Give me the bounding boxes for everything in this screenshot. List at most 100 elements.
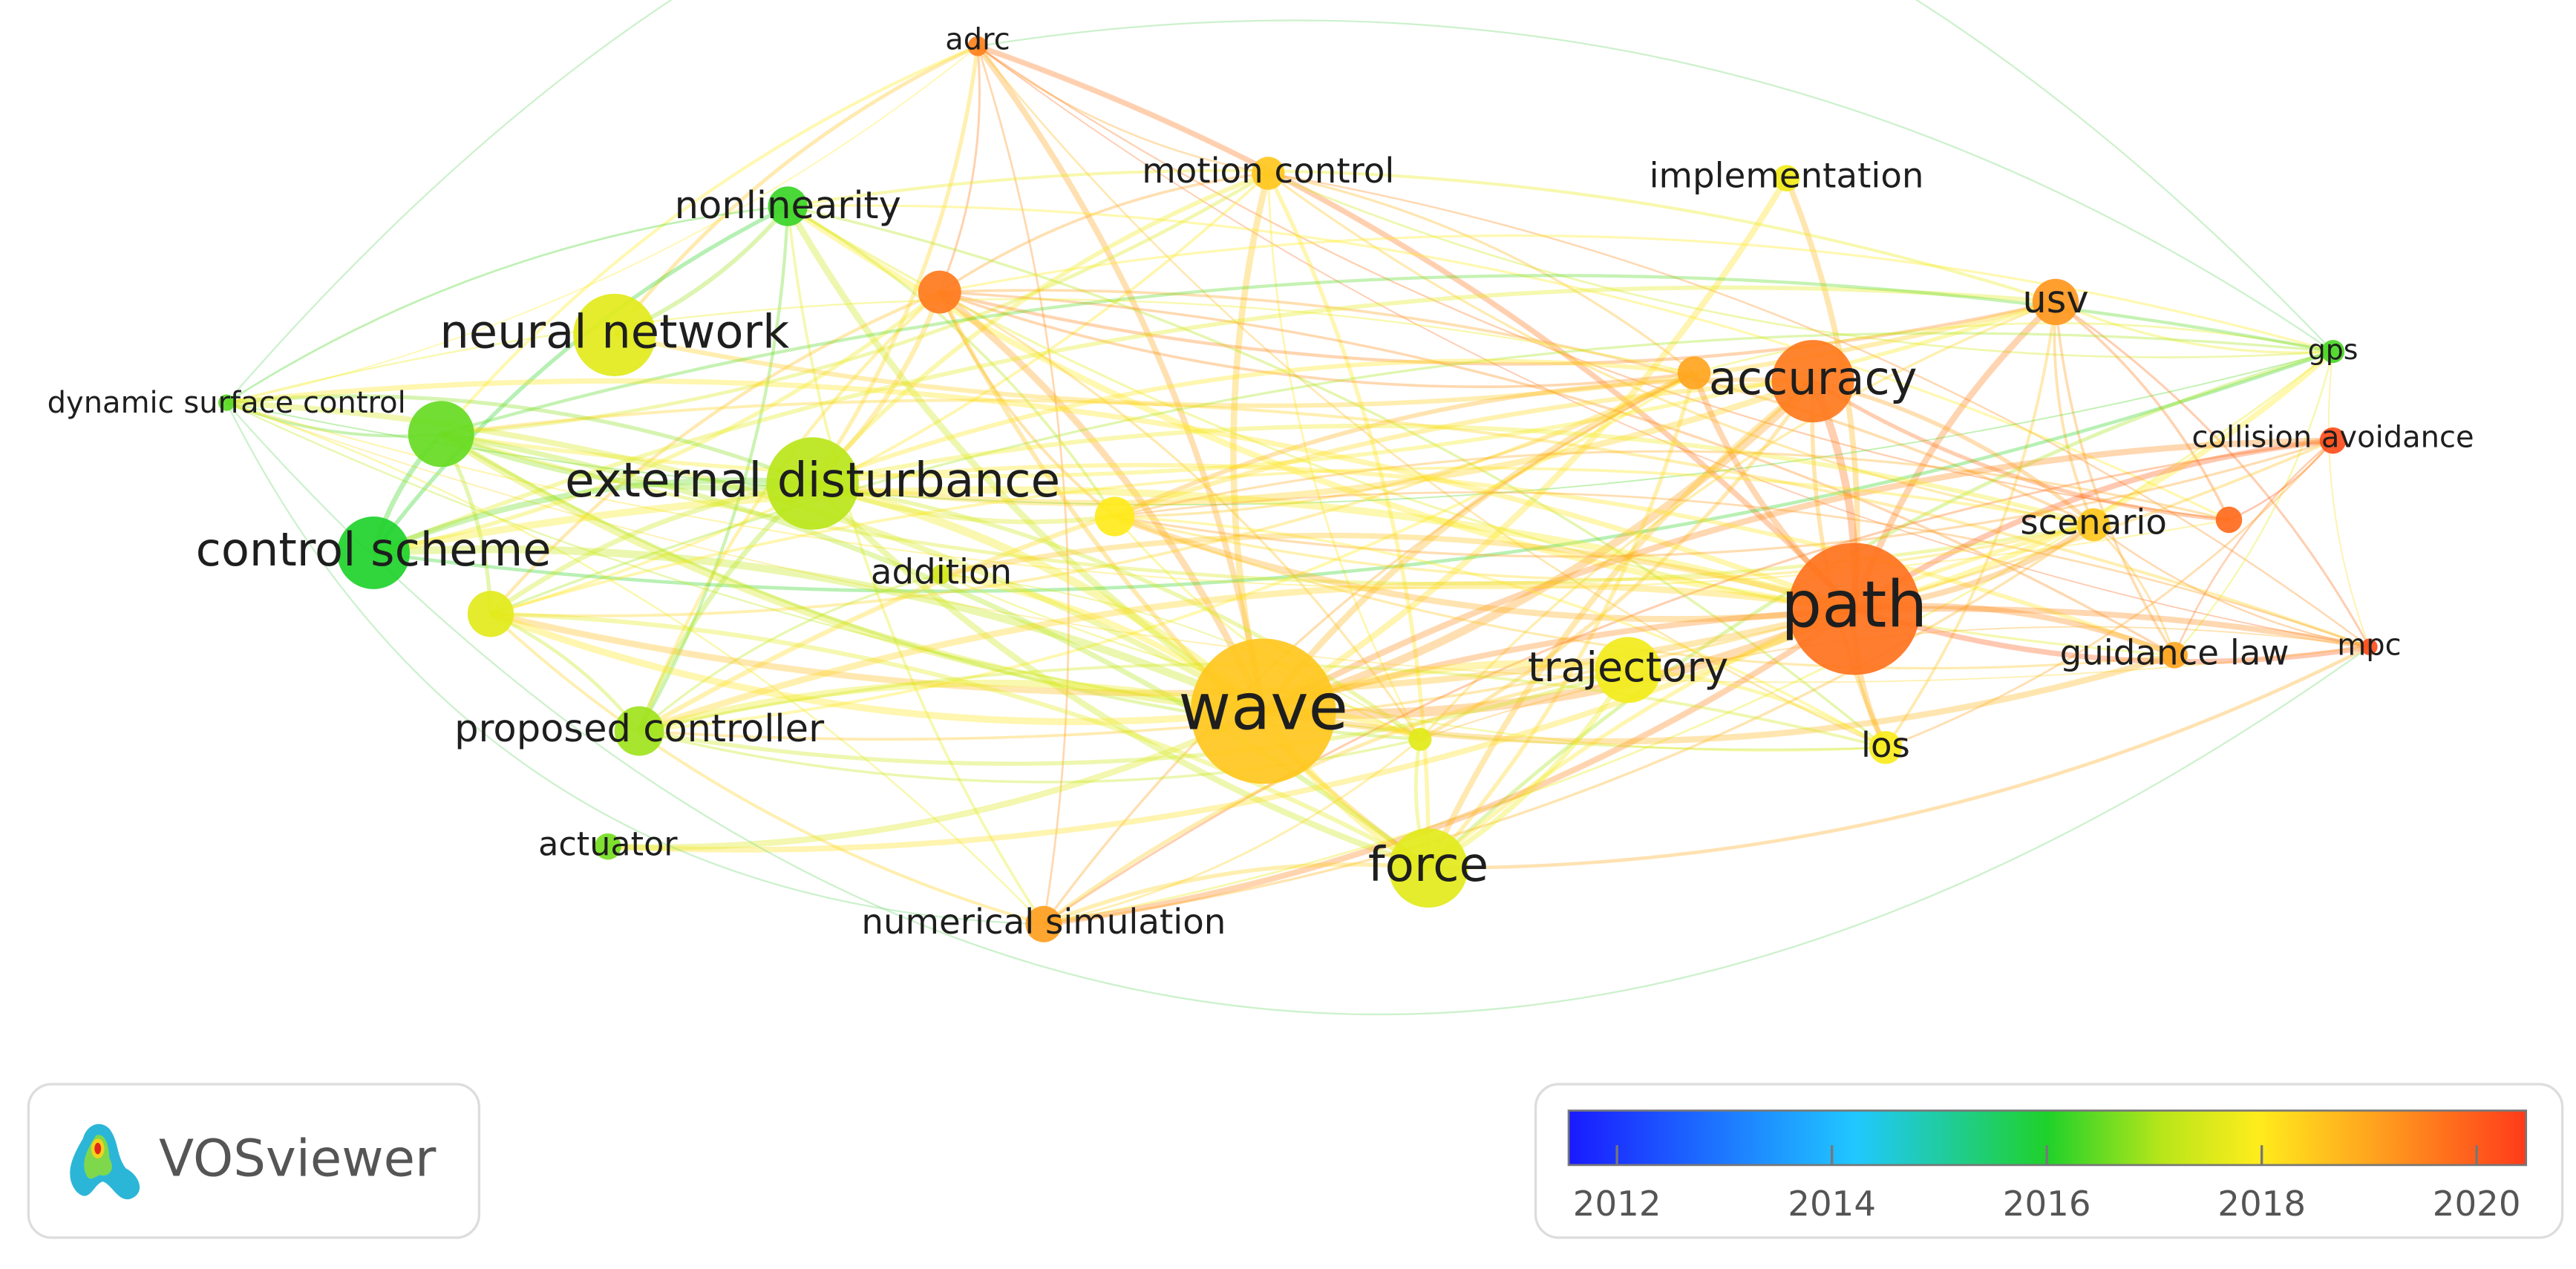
node-label: trajectory (1528, 643, 1728, 692)
edge (1114, 515, 1886, 749)
edge (489, 481, 814, 616)
edge (226, 350, 2333, 506)
colorbar: 2012 2014 2016 2018 2020 (1567, 1109, 2528, 1224)
node-label: path (1781, 568, 1927, 642)
edge (1627, 668, 1887, 750)
logo-icon (70, 1124, 140, 1200)
node (931, 564, 952, 585)
edge (812, 481, 1422, 741)
edge (373, 350, 2334, 593)
node (1788, 542, 1920, 675)
edge (1043, 523, 2095, 925)
colorbar-tick-label: 2020 (2433, 1184, 2521, 1224)
node (595, 833, 621, 860)
node-label: wave (1178, 670, 1348, 744)
edge (441, 399, 2370, 649)
edge (226, 401, 1045, 925)
node (1190, 638, 1336, 784)
edge (226, 402, 1044, 925)
edge (1114, 514, 1855, 623)
edge (226, 399, 1265, 714)
edge (1812, 378, 2095, 527)
node-label: neural network (439, 304, 789, 358)
edge (373, 285, 2056, 555)
colorbar-tick-label: 2014 (1788, 1184, 1876, 1224)
edge (1884, 301, 2057, 749)
edge (786, 206, 1045, 925)
edge (1853, 349, 2335, 612)
logo-text: VOSviewer (159, 1129, 437, 1189)
edge (607, 606, 1856, 853)
node-label: addition (871, 552, 1012, 592)
edge (1043, 738, 1421, 925)
node-label: external disturbance (565, 453, 1060, 508)
edge (226, 378, 1855, 611)
colorbar-tick-label: 2018 (2217, 1184, 2306, 1224)
edge (811, 479, 1266, 715)
edge (1261, 370, 1696, 714)
node-label: collision avoidance (2192, 420, 2474, 454)
edge (1043, 606, 1857, 928)
edge (1114, 491, 2370, 648)
edge (787, 205, 2175, 657)
edge (811, 423, 2094, 528)
edge (638, 206, 790, 732)
edge (810, 481, 1430, 871)
edge (2228, 439, 2334, 521)
edge (2054, 301, 2231, 521)
edge (1042, 862, 1429, 926)
edge (939, 234, 2334, 353)
edge (785, 204, 1266, 715)
node (467, 591, 514, 637)
node (1595, 637, 1661, 704)
node-label: nonlinearity (675, 184, 901, 228)
edge (1043, 439, 2333, 925)
node (1388, 828, 1468, 908)
edge (977, 45, 2370, 648)
node-label: actuator (538, 826, 678, 864)
edge (1261, 177, 1790, 714)
node (1025, 905, 1062, 942)
edge (1852, 437, 2333, 611)
edge (1263, 604, 1857, 719)
edge (490, 611, 1430, 870)
edge (975, 44, 1266, 712)
node (1773, 165, 1800, 191)
edge (489, 612, 1045, 926)
edge (1427, 522, 2094, 870)
edge (787, 205, 1117, 518)
edge (226, 0, 2334, 404)
edge (938, 46, 981, 293)
edge (787, 168, 2056, 304)
edge (490, 172, 1269, 616)
edge (812, 462, 2176, 658)
node (2361, 638, 2378, 655)
edge (638, 581, 1855, 735)
edge (977, 19, 2334, 352)
edge (638, 668, 1629, 766)
edge (1267, 172, 2094, 526)
edge (1268, 172, 2370, 648)
node (2076, 508, 2111, 542)
edge (1426, 372, 1696, 870)
edge (941, 532, 1855, 612)
edge (2093, 524, 2176, 656)
node (766, 437, 859, 530)
edge (1262, 652, 2176, 745)
node-label: dynamic surface control (48, 386, 406, 420)
edge (1885, 439, 2334, 749)
edge (976, 45, 1070, 925)
edge (490, 332, 2333, 615)
node-label: usv (2022, 278, 2088, 322)
edge (1811, 379, 2229, 522)
edge (2054, 301, 2176, 656)
edge (937, 289, 1266, 713)
edge (1419, 380, 1815, 741)
node (967, 36, 988, 56)
node (918, 270, 961, 314)
edge (226, 394, 814, 485)
node (768, 186, 808, 226)
node (2032, 278, 2079, 326)
edge (1230, 172, 1272, 712)
